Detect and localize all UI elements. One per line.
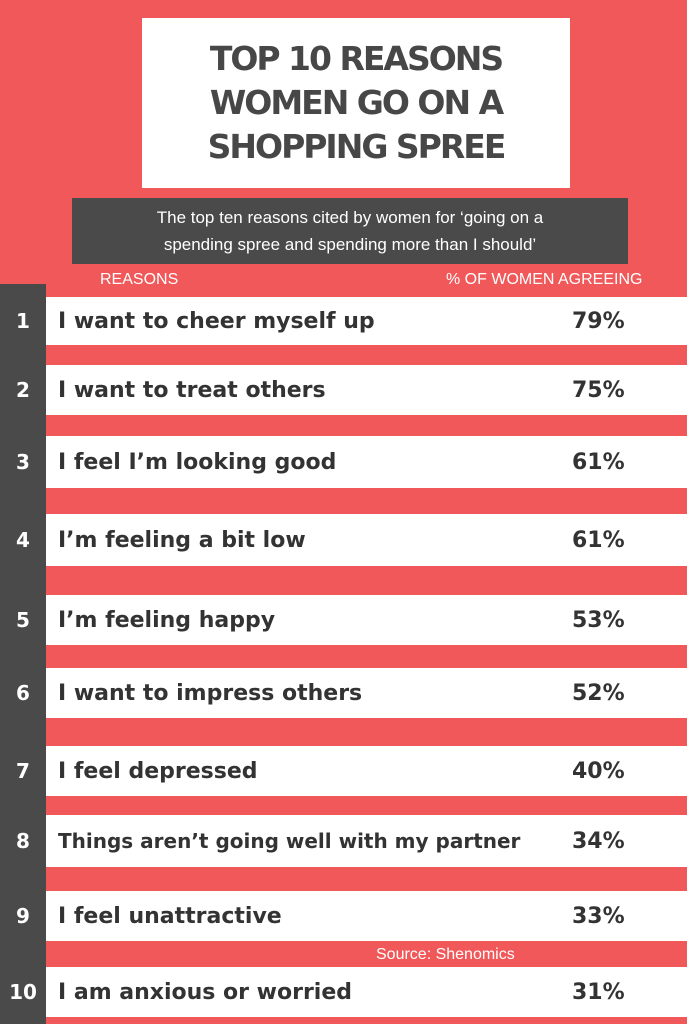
chart-title-line-1: TOP 10 REASONS <box>209 39 504 78</box>
rank-number: 10 <box>9 980 37 1004</box>
table-row: I’m feeling a bit low 61% <box>46 514 687 566</box>
table-row: I feel I’m looking good 61% <box>46 436 687 488</box>
rank-number: 8 <box>16 829 30 853</box>
column-header-reasons: REASONS <box>100 271 179 288</box>
table-row: I feel unattractive 33% <box>46 891 687 941</box>
reason-label: I feel unattractive <box>58 903 282 929</box>
reason-label: I’m feeling a bit low <box>58 527 306 553</box>
rank-number: 4 <box>16 528 30 552</box>
table-row: Things aren’t going well with my partner… <box>46 815 687 867</box>
reason-label: I want to cheer myself up <box>58 308 375 334</box>
percent-value: 79% <box>572 308 625 334</box>
chart-title-line-2: WOMEN GO ON A <box>209 83 504 122</box>
rank-rail <box>0 284 46 1024</box>
percent-value: 31% <box>572 979 625 1005</box>
reason-label: Things aren’t going well with my partner <box>58 829 521 853</box>
table-row: I feel depressed 40% <box>46 746 687 796</box>
rank-number: 9 <box>16 904 30 928</box>
percent-value: 61% <box>572 527 625 553</box>
table-row: I’m feeling happy 53% <box>46 595 687 645</box>
percent-value: 40% <box>572 758 625 784</box>
reason-label: I want to treat others <box>58 377 326 403</box>
table-row: I am anxious or worried 31% <box>46 967 687 1017</box>
reason-label: I feel depressed <box>58 758 258 784</box>
title-box: TOP 10 REASONS WOMEN GO ON A SHOPPING SP… <box>142 18 570 188</box>
rank-number: 6 <box>16 681 30 705</box>
subtitle-line-1: The top ten reasons cited by women for ‘… <box>156 208 544 227</box>
reason-label: I’m feeling happy <box>58 607 276 633</box>
percent-value: 61% <box>572 449 625 475</box>
percent-value: 75% <box>572 377 625 403</box>
percent-value: 34% <box>572 828 625 854</box>
table-row: I want to cheer myself up 79% <box>46 297 687 345</box>
rank-number: 2 <box>16 378 30 402</box>
table-row: I want to treat others 75% <box>46 365 687 415</box>
percent-value: 33% <box>572 903 625 929</box>
table-row: I want to impress others 52% <box>46 668 687 718</box>
rank-number: 7 <box>16 759 30 783</box>
percent-value: 53% <box>572 607 625 633</box>
subtitle-line-2: spending spree and spending more than I … <box>163 235 537 254</box>
subtitle-box: The top ten reasons cited by women for ‘… <box>72 198 628 264</box>
rank-number: 5 <box>16 608 30 632</box>
source-note: Source: Shenomics <box>376 946 515 963</box>
column-header-percent: % OF WOMEN AGREEING <box>446 271 643 288</box>
reason-label: I am anxious or worried <box>58 979 353 1005</box>
reason-label: I feel I’m looking good <box>58 449 337 475</box>
rank-number: 1 <box>16 309 30 333</box>
rank-number: 3 <box>16 450 30 474</box>
chart-title-line-3: SHOPPING SPREE <box>207 127 507 166</box>
percent-value: 52% <box>572 680 625 706</box>
reason-label: I want to impress others <box>58 680 363 706</box>
